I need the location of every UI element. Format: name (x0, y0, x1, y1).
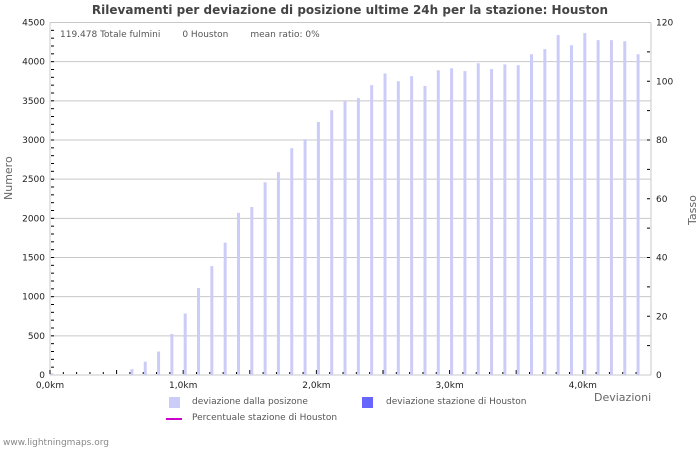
y-axis-label-left: Numero (2, 156, 15, 200)
bar (370, 85, 374, 376)
bar (490, 69, 494, 375)
y-tick-label: 3000 (22, 136, 45, 146)
y-right-tick-label: 120 (656, 19, 673, 29)
bar (569, 45, 573, 375)
bar (130, 369, 134, 375)
y-tick-label: 1500 (22, 254, 45, 264)
legend-swatch-position (169, 397, 180, 408)
x-axis-label: Deviazioni (594, 391, 652, 404)
bar (50, 373, 54, 375)
legend-swatch-station (362, 397, 373, 408)
bar (263, 182, 267, 375)
y-right-tick-label: 60 (656, 195, 668, 205)
y-right-tick-label: 80 (656, 136, 668, 146)
mean-ratio: mean ratio: 0% (250, 30, 320, 40)
y-right-tick-label: 0 (656, 371, 662, 381)
y-tick-label: 1000 (22, 293, 45, 303)
bar (143, 361, 147, 375)
y-tick-label: 4500 (22, 19, 45, 29)
bar (343, 101, 347, 375)
bar (356, 98, 360, 375)
x-tick-label: 1,0km (169, 381, 197, 391)
bar (596, 40, 600, 375)
footer-credit: www.lightningmaps.org (3, 438, 109, 448)
station-count: 0 Houston (182, 30, 229, 40)
bar (250, 206, 254, 375)
bar (609, 40, 613, 375)
legend-item-percentage: Percentuale stazione di Houston (192, 413, 338, 423)
y-tick-label: 0 (39, 371, 45, 381)
bar (450, 68, 454, 375)
legend-item-position: deviazione dalla posizone (192, 397, 308, 407)
bar (316, 121, 320, 375)
bar (276, 172, 280, 375)
bar (170, 333, 174, 375)
legend-line-percentage (166, 418, 182, 420)
bar (303, 139, 307, 375)
x-tick-label: 4,0km (569, 381, 597, 391)
bar (543, 49, 547, 376)
bar (410, 76, 414, 376)
bar (436, 70, 440, 376)
x-tick-label: 0,0km (36, 381, 64, 391)
bar (623, 41, 627, 376)
stats-line: 119.478 Totale fulmini 0 Houston mean rati… (60, 30, 342, 40)
bar (476, 63, 480, 375)
bar (183, 313, 187, 375)
y-tick-label: 2000 (22, 214, 45, 224)
bar (503, 64, 507, 376)
bar (530, 54, 534, 375)
bar (236, 212, 240, 375)
bar (556, 35, 560, 376)
y-tick-label: 4000 (22, 58, 45, 68)
bar (290, 148, 294, 375)
chart-title: Rilevamenti per deviazione di posizione … (91, 3, 609, 17)
bar (423, 85, 427, 375)
bar (516, 65, 520, 376)
y-axis-label-right: Tasso [%] (686, 195, 700, 225)
bar (583, 33, 587, 375)
bar (636, 54, 640, 375)
y-right-tick-label: 20 (656, 312, 668, 322)
y-tick-label: 500 (28, 332, 45, 342)
x-tick-label: 3,0km (435, 381, 463, 391)
bar (223, 242, 227, 375)
x-tick-label: 2,0km (302, 381, 330, 391)
y-right-tick-label: 100 (656, 77, 673, 87)
bar (463, 71, 467, 376)
bar (383, 73, 387, 376)
bar (396, 81, 400, 375)
bar (330, 110, 334, 375)
bar (157, 351, 161, 375)
bar (197, 288, 201, 375)
bar (210, 266, 214, 375)
y-tick-label: 3500 (22, 97, 45, 107)
legend-item-station: deviazione stazione di Houston (386, 397, 527, 407)
total-strikes: 119.478 Totale fulmini (60, 30, 161, 40)
y-tick-label: 2500 (22, 175, 45, 185)
y-right-tick-label: 40 (656, 254, 668, 264)
